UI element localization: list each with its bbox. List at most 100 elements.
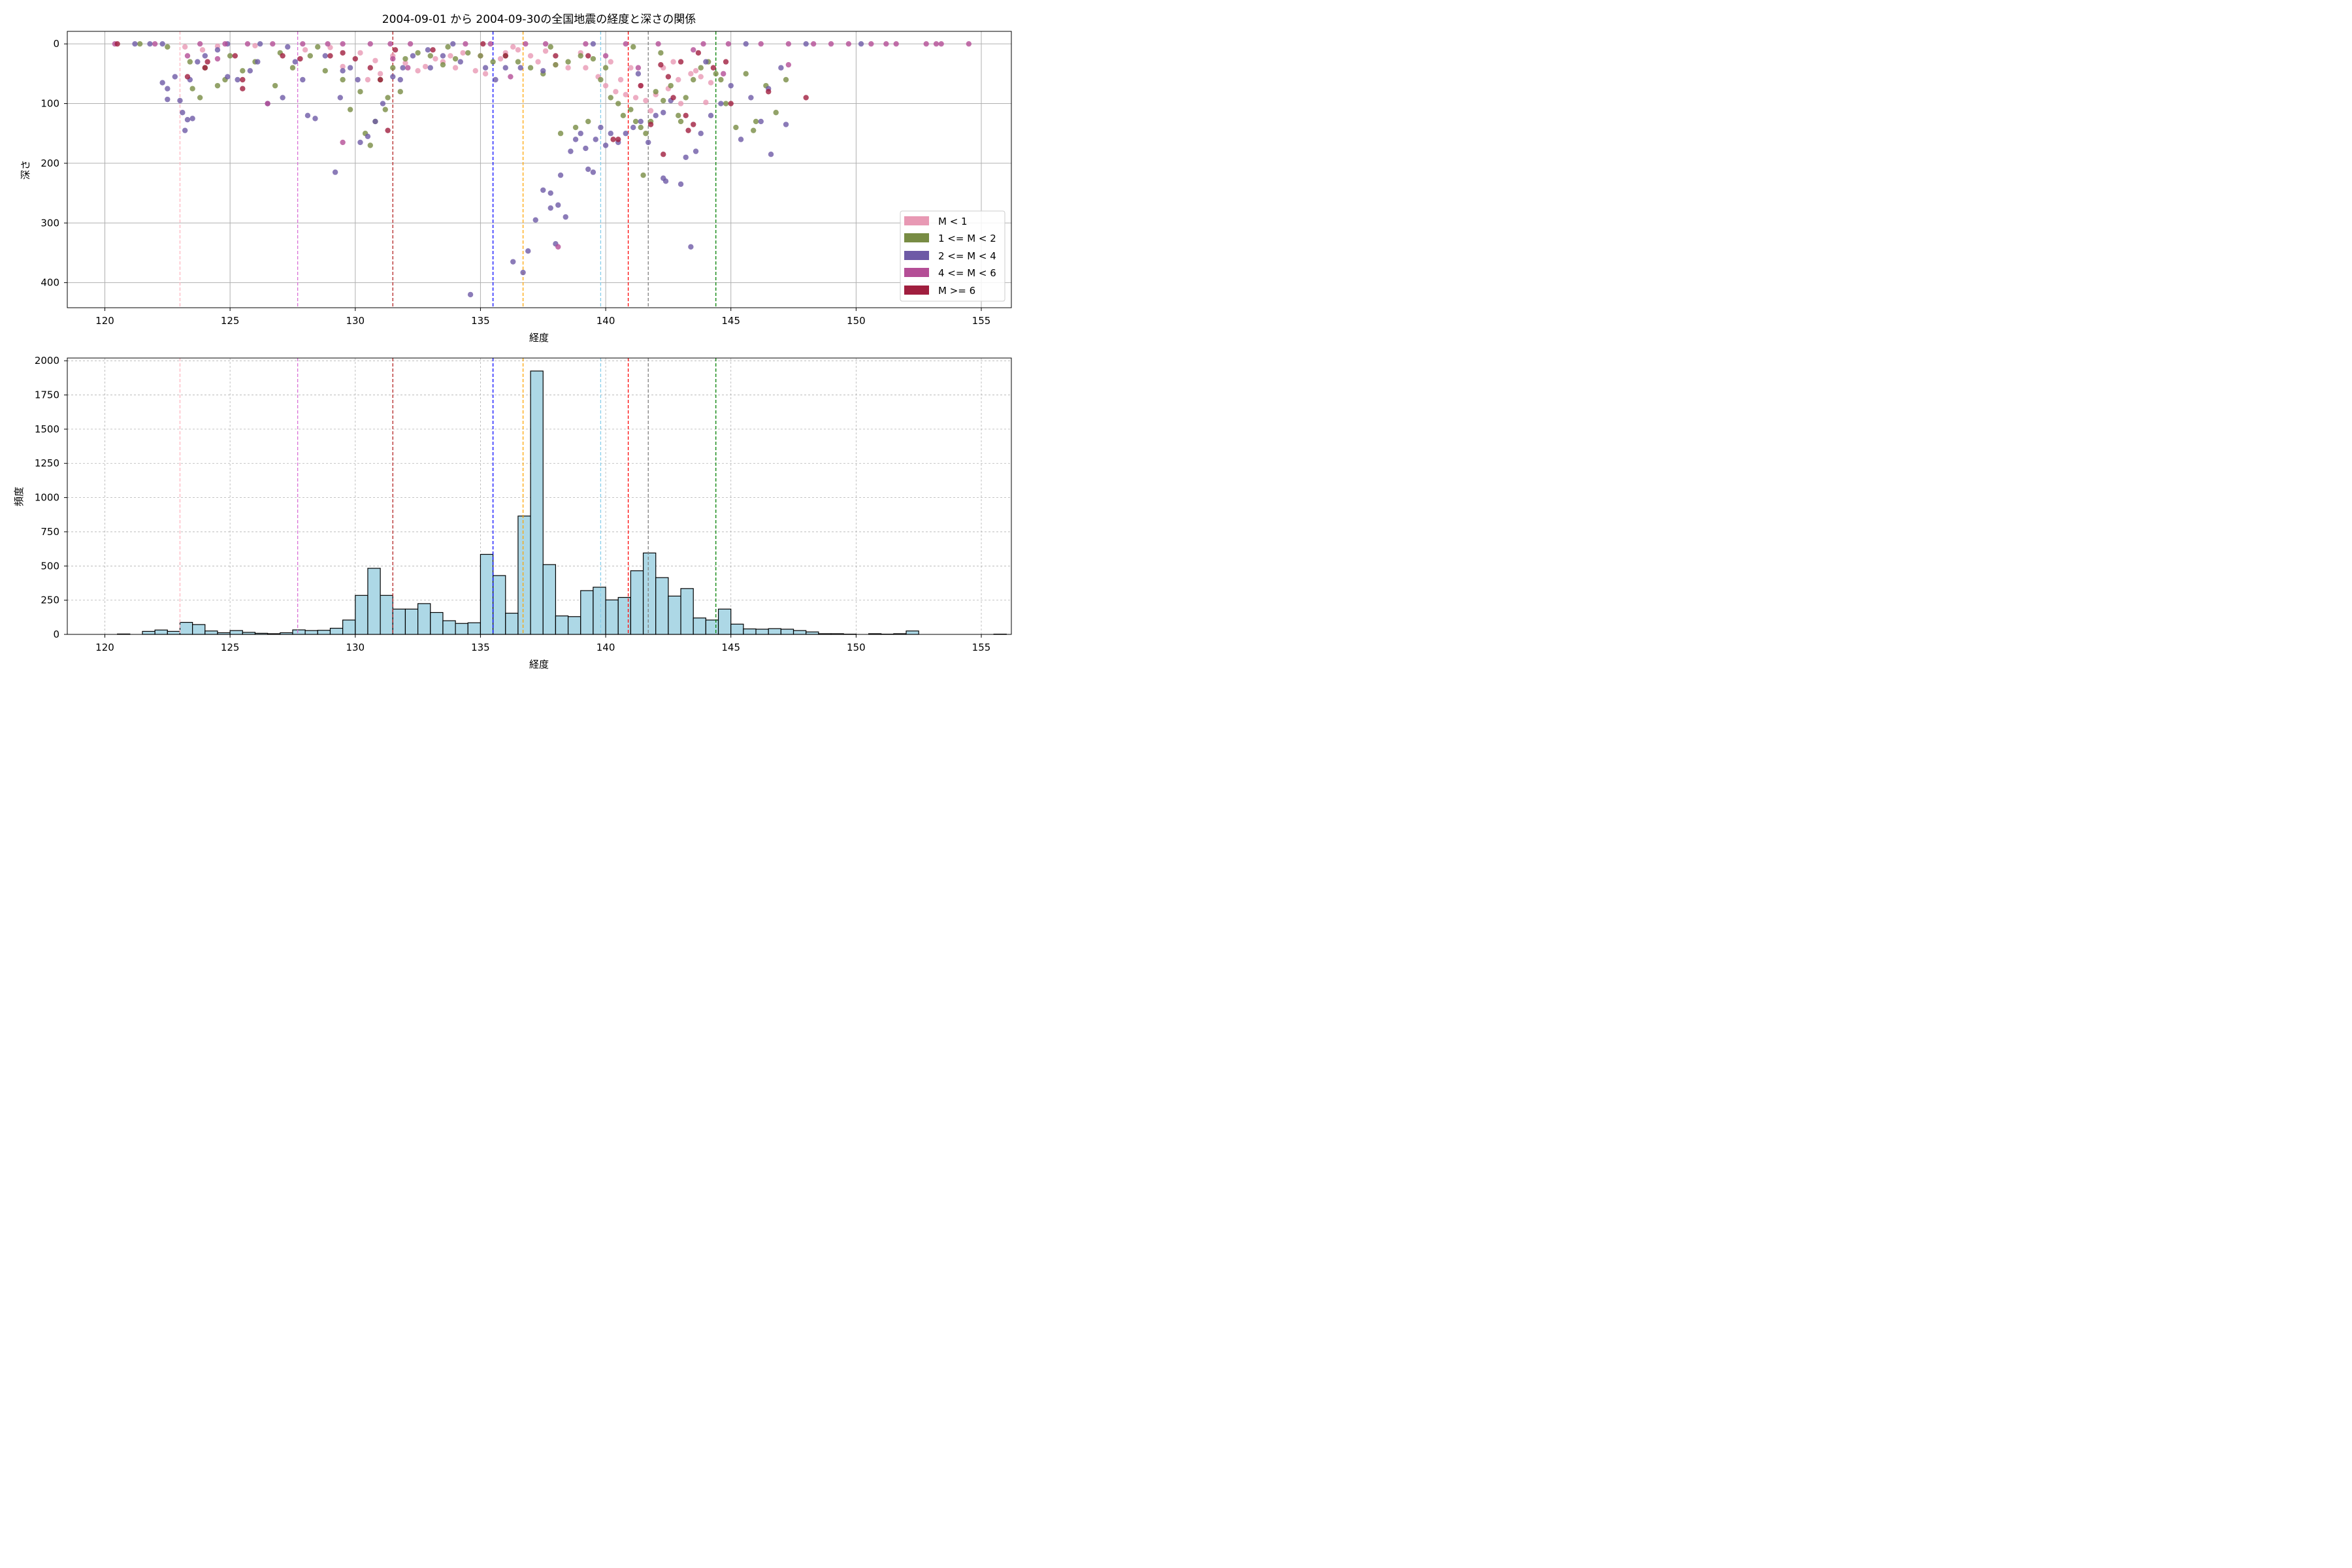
- scatter-point: [598, 76, 604, 83]
- scatter-point: [938, 41, 944, 47]
- histogram-bar: [355, 595, 368, 635]
- histogram-bar: [717, 608, 732, 635]
- scatter-point: [553, 53, 559, 59]
- scatter-y-tick-label: 300: [41, 217, 59, 229]
- scatter-point: [700, 41, 706, 47]
- scatter-points: [112, 41, 972, 298]
- scatter-point: [180, 110, 186, 116]
- scatter-point: [783, 76, 789, 83]
- scatter-point: [923, 41, 929, 47]
- scatter-point: [623, 91, 629, 98]
- histogram-bar: [567, 616, 581, 635]
- scatter-point: [390, 65, 396, 71]
- scatter-point: [527, 65, 534, 71]
- scatter-point: [583, 145, 589, 152]
- scatter-point: [265, 101, 270, 106]
- scatter-point: [520, 269, 526, 276]
- scatter-point: [297, 56, 303, 62]
- scatter-point: [718, 101, 724, 106]
- scatter-point: [427, 65, 433, 71]
- scatter-point: [547, 44, 553, 50]
- scatter-point: [222, 41, 228, 47]
- scatter-point: [332, 169, 338, 175]
- histogram-x-axis-label: 経度: [529, 659, 549, 670]
- scatter-point: [292, 59, 298, 65]
- histogram-bar: [780, 629, 794, 635]
- histogram-bar: [755, 629, 769, 635]
- scatter-point: [623, 131, 629, 137]
- scatter-point: [565, 65, 571, 71]
- histogram-axes-frame: [67, 357, 1012, 635]
- scatter-point: [568, 148, 574, 154]
- scatter-point: [738, 137, 744, 142]
- scatter-point: [535, 59, 541, 65]
- scatter-point: [542, 41, 549, 47]
- scatter-point: [647, 122, 654, 127]
- scatter-point: [602, 82, 609, 89]
- scatter-point: [448, 53, 453, 59]
- scatter-point: [415, 50, 421, 56]
- scatter-point: [382, 106, 388, 112]
- scatter-axes-frame: [67, 31, 1012, 308]
- scatter-point: [593, 137, 598, 142]
- histogram-bar: [292, 629, 306, 635]
- scatter-point: [778, 65, 784, 71]
- scatter-point: [152, 41, 158, 47]
- scatter-point: [372, 57, 378, 63]
- scatter-y-tick-label: 400: [41, 277, 59, 289]
- scatter-point: [585, 118, 591, 125]
- scatter-point: [244, 41, 251, 47]
- histogram-y-tick-label: 1250: [35, 457, 59, 469]
- scatter-point: [340, 50, 346, 56]
- histogram-x-tick-label: 140: [596, 642, 615, 653]
- scatter-point: [385, 127, 391, 133]
- scatter-point: [713, 71, 719, 77]
- scatter-point: [653, 112, 659, 119]
- scatter-point: [182, 127, 188, 133]
- histogram-bar: [730, 623, 744, 635]
- scatter-point: [635, 65, 642, 71]
- scatter-point: [555, 202, 561, 208]
- scatter-point: [766, 89, 772, 95]
- scatter-x-tick-label: 130: [346, 315, 365, 327]
- histogram-bar: [167, 630, 181, 635]
- scatter-point: [400, 65, 406, 71]
- scatter-point: [402, 56, 408, 62]
- scatter-point: [602, 65, 609, 71]
- scatter-point: [668, 82, 674, 89]
- scatter-point: [235, 76, 240, 83]
- scatter-point: [748, 95, 754, 101]
- scatter-point: [510, 259, 516, 265]
- scatter-point: [676, 112, 681, 119]
- scatter-point: [467, 291, 474, 298]
- scatter-point: [933, 41, 939, 47]
- legend-swatch-m-ge6: [904, 286, 929, 295]
- scatter-point: [811, 41, 817, 47]
- scatter-point: [602, 53, 609, 59]
- scatter-point: [340, 76, 346, 83]
- scatter-point: [189, 86, 195, 91]
- scatter-point: [658, 50, 664, 56]
- scatter-point: [638, 124, 644, 131]
- scatter-point: [623, 41, 629, 47]
- scatter-point: [678, 181, 684, 188]
- scatter-panel: 120 125 130 135 140 145 150 155 0 100 200 300 400 経…: [20, 31, 1012, 344]
- scatter-point: [280, 95, 286, 101]
- scatter-point: [132, 41, 138, 47]
- scatter-point: [440, 61, 446, 68]
- scatter-point: [184, 74, 191, 80]
- scatter-point: [590, 41, 596, 47]
- histogram-bar: [229, 630, 243, 635]
- scatter-point: [523, 41, 529, 47]
- histogram-bar: [342, 619, 356, 635]
- scatter-point: [527, 53, 534, 59]
- scatter-point: [177, 97, 183, 104]
- histogram-bar: [693, 617, 706, 635]
- scatter-point: [661, 110, 666, 116]
- histogram-bar: [430, 612, 444, 635]
- scatter-point: [585, 166, 591, 172]
- scatter-point: [490, 59, 496, 65]
- histogram-y-tick-label: 0: [53, 629, 59, 640]
- scatter-point: [578, 53, 583, 59]
- scatter-point: [172, 74, 178, 80]
